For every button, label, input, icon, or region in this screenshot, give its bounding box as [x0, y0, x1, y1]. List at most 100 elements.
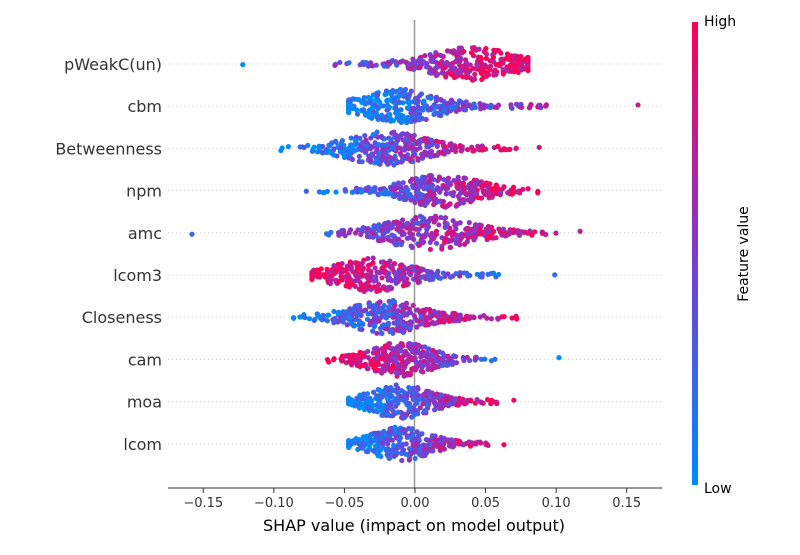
- shap-point: [387, 285, 393, 291]
- shap-point: [397, 86, 404, 92]
- shap-point: [324, 266, 330, 272]
- shap-point: [374, 114, 381, 121]
- shap-point: [438, 392, 444, 398]
- shap-point: [359, 226, 365, 232]
- shap-point: [539, 230, 545, 236]
- shap-point: [431, 400, 437, 406]
- shap-point: [498, 190, 504, 196]
- shap-point: [365, 255, 371, 262]
- shap-point: [370, 448, 376, 454]
- shap-point: [415, 350, 421, 356]
- shap-point: [311, 144, 317, 150]
- shap-point: [432, 320, 439, 326]
- shap-point: [410, 144, 416, 150]
- shap-point: [486, 190, 492, 196]
- shap-point: [485, 234, 491, 240]
- shap-point: [492, 356, 498, 362]
- shap-point: [410, 442, 416, 448]
- shap-point: [431, 407, 438, 413]
- shap-point: [368, 268, 374, 275]
- shap-point: [360, 59, 366, 65]
- shap-point: [356, 274, 363, 280]
- shap-point: [396, 99, 402, 105]
- shap-point: [397, 262, 404, 269]
- shap-point: [415, 433, 421, 439]
- shap-point: [390, 364, 396, 370]
- shap-points: [189, 44, 641, 464]
- shap-point: [427, 277, 433, 283]
- shap-point: [487, 63, 494, 69]
- shap-point: [422, 202, 428, 209]
- shap-point: [385, 237, 392, 243]
- shap-point: [448, 71, 455, 78]
- shap-point: [462, 175, 469, 181]
- shap-point: [398, 241, 404, 248]
- shap-point: [285, 144, 291, 150]
- shap-point: [404, 136, 410, 143]
- feature-swarm: [346, 424, 507, 464]
- shap-point: [376, 439, 382, 446]
- shap-point: [455, 180, 461, 186]
- shap-point: [461, 357, 467, 364]
- shap-point: [440, 270, 446, 276]
- shap-point: [428, 269, 434, 275]
- shap-point: [291, 315, 297, 321]
- shap-point: [423, 397, 429, 403]
- shap-point: [553, 230, 559, 236]
- shap-point: [399, 217, 406, 223]
- shap-point: [429, 367, 435, 373]
- shap-point: [346, 401, 352, 407]
- shap-point: [441, 313, 447, 320]
- shap-point: [457, 312, 463, 318]
- shap-point: [346, 444, 352, 450]
- shap-point: [393, 389, 399, 395]
- shap-point: [556, 355, 562, 361]
- shap-point: [452, 70, 459, 76]
- shap-point: [512, 64, 518, 70]
- shap-point: [380, 405, 386, 411]
- shap-point: [342, 315, 348, 321]
- shap-point: [396, 397, 402, 403]
- shap-point: [394, 350, 400, 357]
- shap-point: [494, 399, 500, 405]
- shap-point: [418, 354, 424, 360]
- shap-point: [377, 270, 383, 276]
- shap-point: [415, 155, 421, 162]
- feature-swarm: [291, 297, 520, 337]
- shap-point: [470, 440, 476, 447]
- shap-point: [394, 158, 400, 165]
- shap-point: [434, 143, 440, 149]
- shap-point: [408, 426, 414, 432]
- shap-point: [321, 316, 327, 322]
- shap-point: [514, 60, 521, 66]
- shap-point: [409, 61, 415, 67]
- shap-point: [418, 194, 425, 200]
- shap-point: [453, 145, 459, 151]
- shap-point: [509, 105, 515, 111]
- shap-point: [447, 244, 454, 250]
- shap-point: [415, 190, 422, 196]
- shap-point: [301, 312, 307, 318]
- x-tick-label: −0.10: [254, 496, 294, 511]
- shap-point: [370, 328, 376, 334]
- shap-point: [401, 231, 407, 237]
- shap-point: [452, 104, 458, 111]
- shap-point: [367, 398, 373, 404]
- shap-point: [348, 135, 354, 141]
- shap-point: [395, 110, 401, 116]
- shap-point: [435, 52, 441, 58]
- shap-point: [447, 443, 453, 449]
- shap-point: [370, 389, 377, 395]
- shap-point: [474, 61, 480, 67]
- shap-point: [454, 221, 460, 227]
- shap-point: [478, 56, 484, 62]
- shap-point: [375, 134, 381, 140]
- shap-point: [331, 263, 337, 269]
- shap-point: [409, 176, 415, 182]
- shap-point: [436, 112, 442, 118]
- shap-point: [386, 304, 392, 310]
- shap-point: [400, 156, 406, 162]
- shap-point: [401, 322, 408, 328]
- shap-point: [354, 111, 361, 117]
- shap-point: [358, 231, 364, 238]
